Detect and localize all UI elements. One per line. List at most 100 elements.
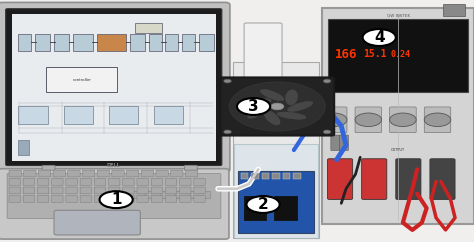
FancyBboxPatch shape [194, 179, 205, 185]
Text: 4: 4 [374, 30, 384, 45]
FancyBboxPatch shape [18, 34, 31, 51]
FancyBboxPatch shape [80, 196, 91, 202]
FancyBboxPatch shape [37, 196, 49, 202]
Circle shape [323, 130, 331, 134]
FancyBboxPatch shape [339, 135, 348, 151]
Ellipse shape [260, 90, 284, 101]
FancyBboxPatch shape [293, 173, 301, 179]
FancyBboxPatch shape [272, 173, 280, 179]
Circle shape [323, 79, 331, 83]
FancyBboxPatch shape [123, 187, 134, 194]
Ellipse shape [264, 111, 280, 125]
FancyBboxPatch shape [18, 140, 29, 155]
FancyBboxPatch shape [137, 187, 148, 194]
Text: DELL: DELL [107, 163, 120, 168]
FancyBboxPatch shape [244, 23, 282, 86]
FancyBboxPatch shape [233, 62, 319, 238]
FancyBboxPatch shape [42, 165, 55, 170]
FancyBboxPatch shape [182, 34, 195, 51]
FancyBboxPatch shape [262, 173, 269, 179]
FancyBboxPatch shape [160, 191, 180, 199]
FancyBboxPatch shape [54, 34, 69, 51]
Circle shape [320, 113, 347, 127]
FancyBboxPatch shape [7, 174, 221, 219]
FancyBboxPatch shape [97, 34, 126, 51]
Circle shape [237, 98, 270, 115]
FancyBboxPatch shape [156, 170, 168, 177]
FancyBboxPatch shape [180, 196, 191, 202]
FancyBboxPatch shape [194, 196, 205, 202]
Ellipse shape [242, 98, 272, 105]
FancyBboxPatch shape [149, 34, 162, 51]
Text: GW INSTEK: GW INSTEK [387, 14, 410, 18]
FancyBboxPatch shape [66, 196, 77, 202]
FancyBboxPatch shape [244, 196, 266, 220]
Text: OUTPUT: OUTPUT [391, 148, 405, 152]
Circle shape [224, 130, 231, 134]
Ellipse shape [285, 90, 298, 105]
FancyBboxPatch shape [390, 107, 416, 133]
FancyBboxPatch shape [238, 171, 314, 233]
FancyBboxPatch shape [130, 34, 145, 51]
FancyBboxPatch shape [165, 34, 178, 51]
FancyBboxPatch shape [68, 170, 80, 177]
FancyBboxPatch shape [52, 187, 63, 194]
Circle shape [100, 191, 133, 208]
FancyBboxPatch shape [94, 179, 106, 185]
FancyBboxPatch shape [328, 159, 353, 199]
Text: 2: 2 [258, 197, 268, 212]
FancyBboxPatch shape [185, 170, 198, 177]
FancyBboxPatch shape [331, 135, 340, 151]
FancyBboxPatch shape [165, 187, 177, 194]
FancyBboxPatch shape [175, 191, 195, 199]
FancyBboxPatch shape [9, 179, 20, 185]
FancyBboxPatch shape [234, 144, 318, 238]
FancyBboxPatch shape [109, 196, 120, 202]
FancyBboxPatch shape [9, 196, 20, 202]
FancyBboxPatch shape [443, 4, 465, 16]
FancyBboxPatch shape [82, 170, 95, 177]
FancyBboxPatch shape [80, 179, 91, 185]
FancyBboxPatch shape [127, 170, 139, 177]
FancyBboxPatch shape [94, 196, 106, 202]
FancyBboxPatch shape [66, 179, 77, 185]
FancyBboxPatch shape [109, 179, 120, 185]
FancyBboxPatch shape [38, 170, 51, 177]
FancyBboxPatch shape [322, 8, 474, 224]
FancyBboxPatch shape [165, 179, 177, 185]
FancyBboxPatch shape [80, 187, 91, 194]
FancyBboxPatch shape [151, 187, 163, 194]
FancyBboxPatch shape [6, 9, 222, 166]
FancyBboxPatch shape [123, 179, 134, 185]
FancyBboxPatch shape [23, 196, 35, 202]
FancyBboxPatch shape [35, 34, 50, 51]
FancyBboxPatch shape [396, 159, 421, 199]
FancyBboxPatch shape [54, 210, 140, 235]
Ellipse shape [287, 101, 313, 112]
FancyBboxPatch shape [151, 179, 163, 185]
FancyBboxPatch shape [73, 34, 93, 51]
FancyBboxPatch shape [37, 187, 49, 194]
FancyBboxPatch shape [53, 170, 65, 177]
FancyBboxPatch shape [362, 159, 387, 199]
FancyBboxPatch shape [145, 191, 165, 199]
FancyBboxPatch shape [274, 196, 297, 220]
FancyBboxPatch shape [52, 196, 63, 202]
FancyBboxPatch shape [154, 106, 183, 124]
Circle shape [363, 29, 396, 46]
FancyBboxPatch shape [0, 169, 229, 239]
FancyBboxPatch shape [9, 187, 20, 194]
Circle shape [224, 79, 231, 83]
Circle shape [271, 103, 284, 110]
FancyBboxPatch shape [180, 187, 191, 194]
Circle shape [390, 113, 416, 127]
FancyBboxPatch shape [199, 34, 214, 51]
Circle shape [246, 196, 280, 213]
FancyBboxPatch shape [141, 170, 154, 177]
FancyBboxPatch shape [97, 170, 109, 177]
FancyBboxPatch shape [424, 107, 451, 133]
FancyBboxPatch shape [135, 23, 162, 33]
Circle shape [229, 82, 325, 131]
FancyBboxPatch shape [194, 187, 205, 194]
Circle shape [424, 113, 451, 127]
